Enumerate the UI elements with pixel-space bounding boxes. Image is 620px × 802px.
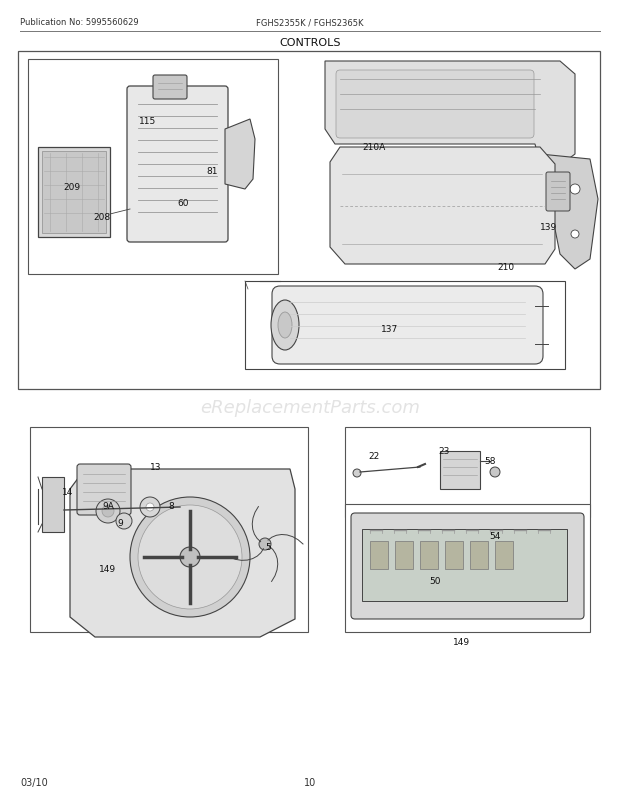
- Circle shape: [570, 184, 580, 195]
- Text: 81: 81: [206, 168, 218, 176]
- FancyBboxPatch shape: [153, 76, 187, 100]
- Text: 115: 115: [140, 117, 157, 127]
- FancyBboxPatch shape: [127, 87, 228, 243]
- Text: 9A: 9A: [102, 502, 114, 511]
- Text: 5: 5: [265, 543, 271, 552]
- Text: 50: 50: [429, 577, 441, 585]
- Circle shape: [259, 538, 271, 550]
- Circle shape: [102, 505, 114, 517]
- Text: 13: 13: [150, 463, 162, 472]
- Text: 210A: 210A: [362, 144, 386, 152]
- Circle shape: [116, 513, 132, 529]
- Bar: [370, 541, 388, 569]
- Ellipse shape: [278, 313, 292, 338]
- Polygon shape: [540, 155, 598, 269]
- Circle shape: [96, 500, 120, 524]
- Text: 22: 22: [368, 452, 379, 461]
- Text: 10: 10: [304, 777, 316, 787]
- FancyBboxPatch shape: [546, 172, 570, 212]
- Bar: [38, 148, 110, 237]
- Circle shape: [353, 469, 361, 477]
- Text: 23: 23: [438, 447, 450, 456]
- Bar: [345, 504, 590, 632]
- Bar: [345, 427, 590, 517]
- Text: 9: 9: [117, 519, 123, 528]
- Polygon shape: [225, 119, 255, 190]
- Polygon shape: [325, 62, 575, 170]
- Bar: [28, 60, 278, 274]
- Bar: [395, 541, 413, 569]
- Circle shape: [180, 547, 200, 567]
- Circle shape: [146, 504, 154, 512]
- FancyBboxPatch shape: [351, 513, 584, 619]
- Bar: [362, 529, 567, 602]
- Bar: [420, 541, 438, 569]
- Text: CONTROLS: CONTROLS: [279, 38, 341, 48]
- Bar: [42, 152, 106, 233]
- Text: 14: 14: [63, 488, 74, 497]
- Circle shape: [490, 468, 500, 477]
- Text: 137: 137: [381, 325, 399, 334]
- Bar: [42, 477, 64, 533]
- Bar: [18, 52, 600, 390]
- Polygon shape: [70, 469, 295, 638]
- Circle shape: [130, 497, 250, 618]
- Text: 149: 149: [453, 638, 471, 646]
- Text: 139: 139: [541, 223, 557, 233]
- Bar: [445, 541, 463, 569]
- Text: 208: 208: [94, 213, 110, 222]
- Bar: [440, 452, 480, 489]
- Bar: [495, 541, 513, 569]
- Circle shape: [571, 231, 579, 239]
- Text: 60: 60: [177, 198, 188, 207]
- Text: 149: 149: [99, 565, 117, 573]
- Text: Publication No: 5995560629: Publication No: 5995560629: [20, 18, 139, 27]
- FancyBboxPatch shape: [77, 464, 131, 516]
- FancyBboxPatch shape: [272, 286, 543, 365]
- Text: FGHS2355K / FGHS2365K: FGHS2355K / FGHS2365K: [256, 18, 364, 27]
- Text: 58: 58: [484, 457, 496, 466]
- Polygon shape: [330, 148, 555, 265]
- Bar: [470, 541, 488, 569]
- Circle shape: [140, 497, 160, 517]
- Text: 8: 8: [168, 502, 174, 511]
- Bar: [245, 282, 565, 370]
- Text: 209: 209: [63, 182, 81, 191]
- Text: 210: 210: [497, 263, 515, 272]
- Text: 54: 54: [489, 532, 501, 541]
- Ellipse shape: [271, 301, 299, 350]
- Text: 03/10: 03/10: [20, 777, 48, 787]
- Circle shape: [138, 505, 242, 610]
- Text: eReplacementParts.com: eReplacementParts.com: [200, 399, 420, 416]
- Bar: [30, 427, 308, 632]
- FancyBboxPatch shape: [336, 71, 534, 139]
